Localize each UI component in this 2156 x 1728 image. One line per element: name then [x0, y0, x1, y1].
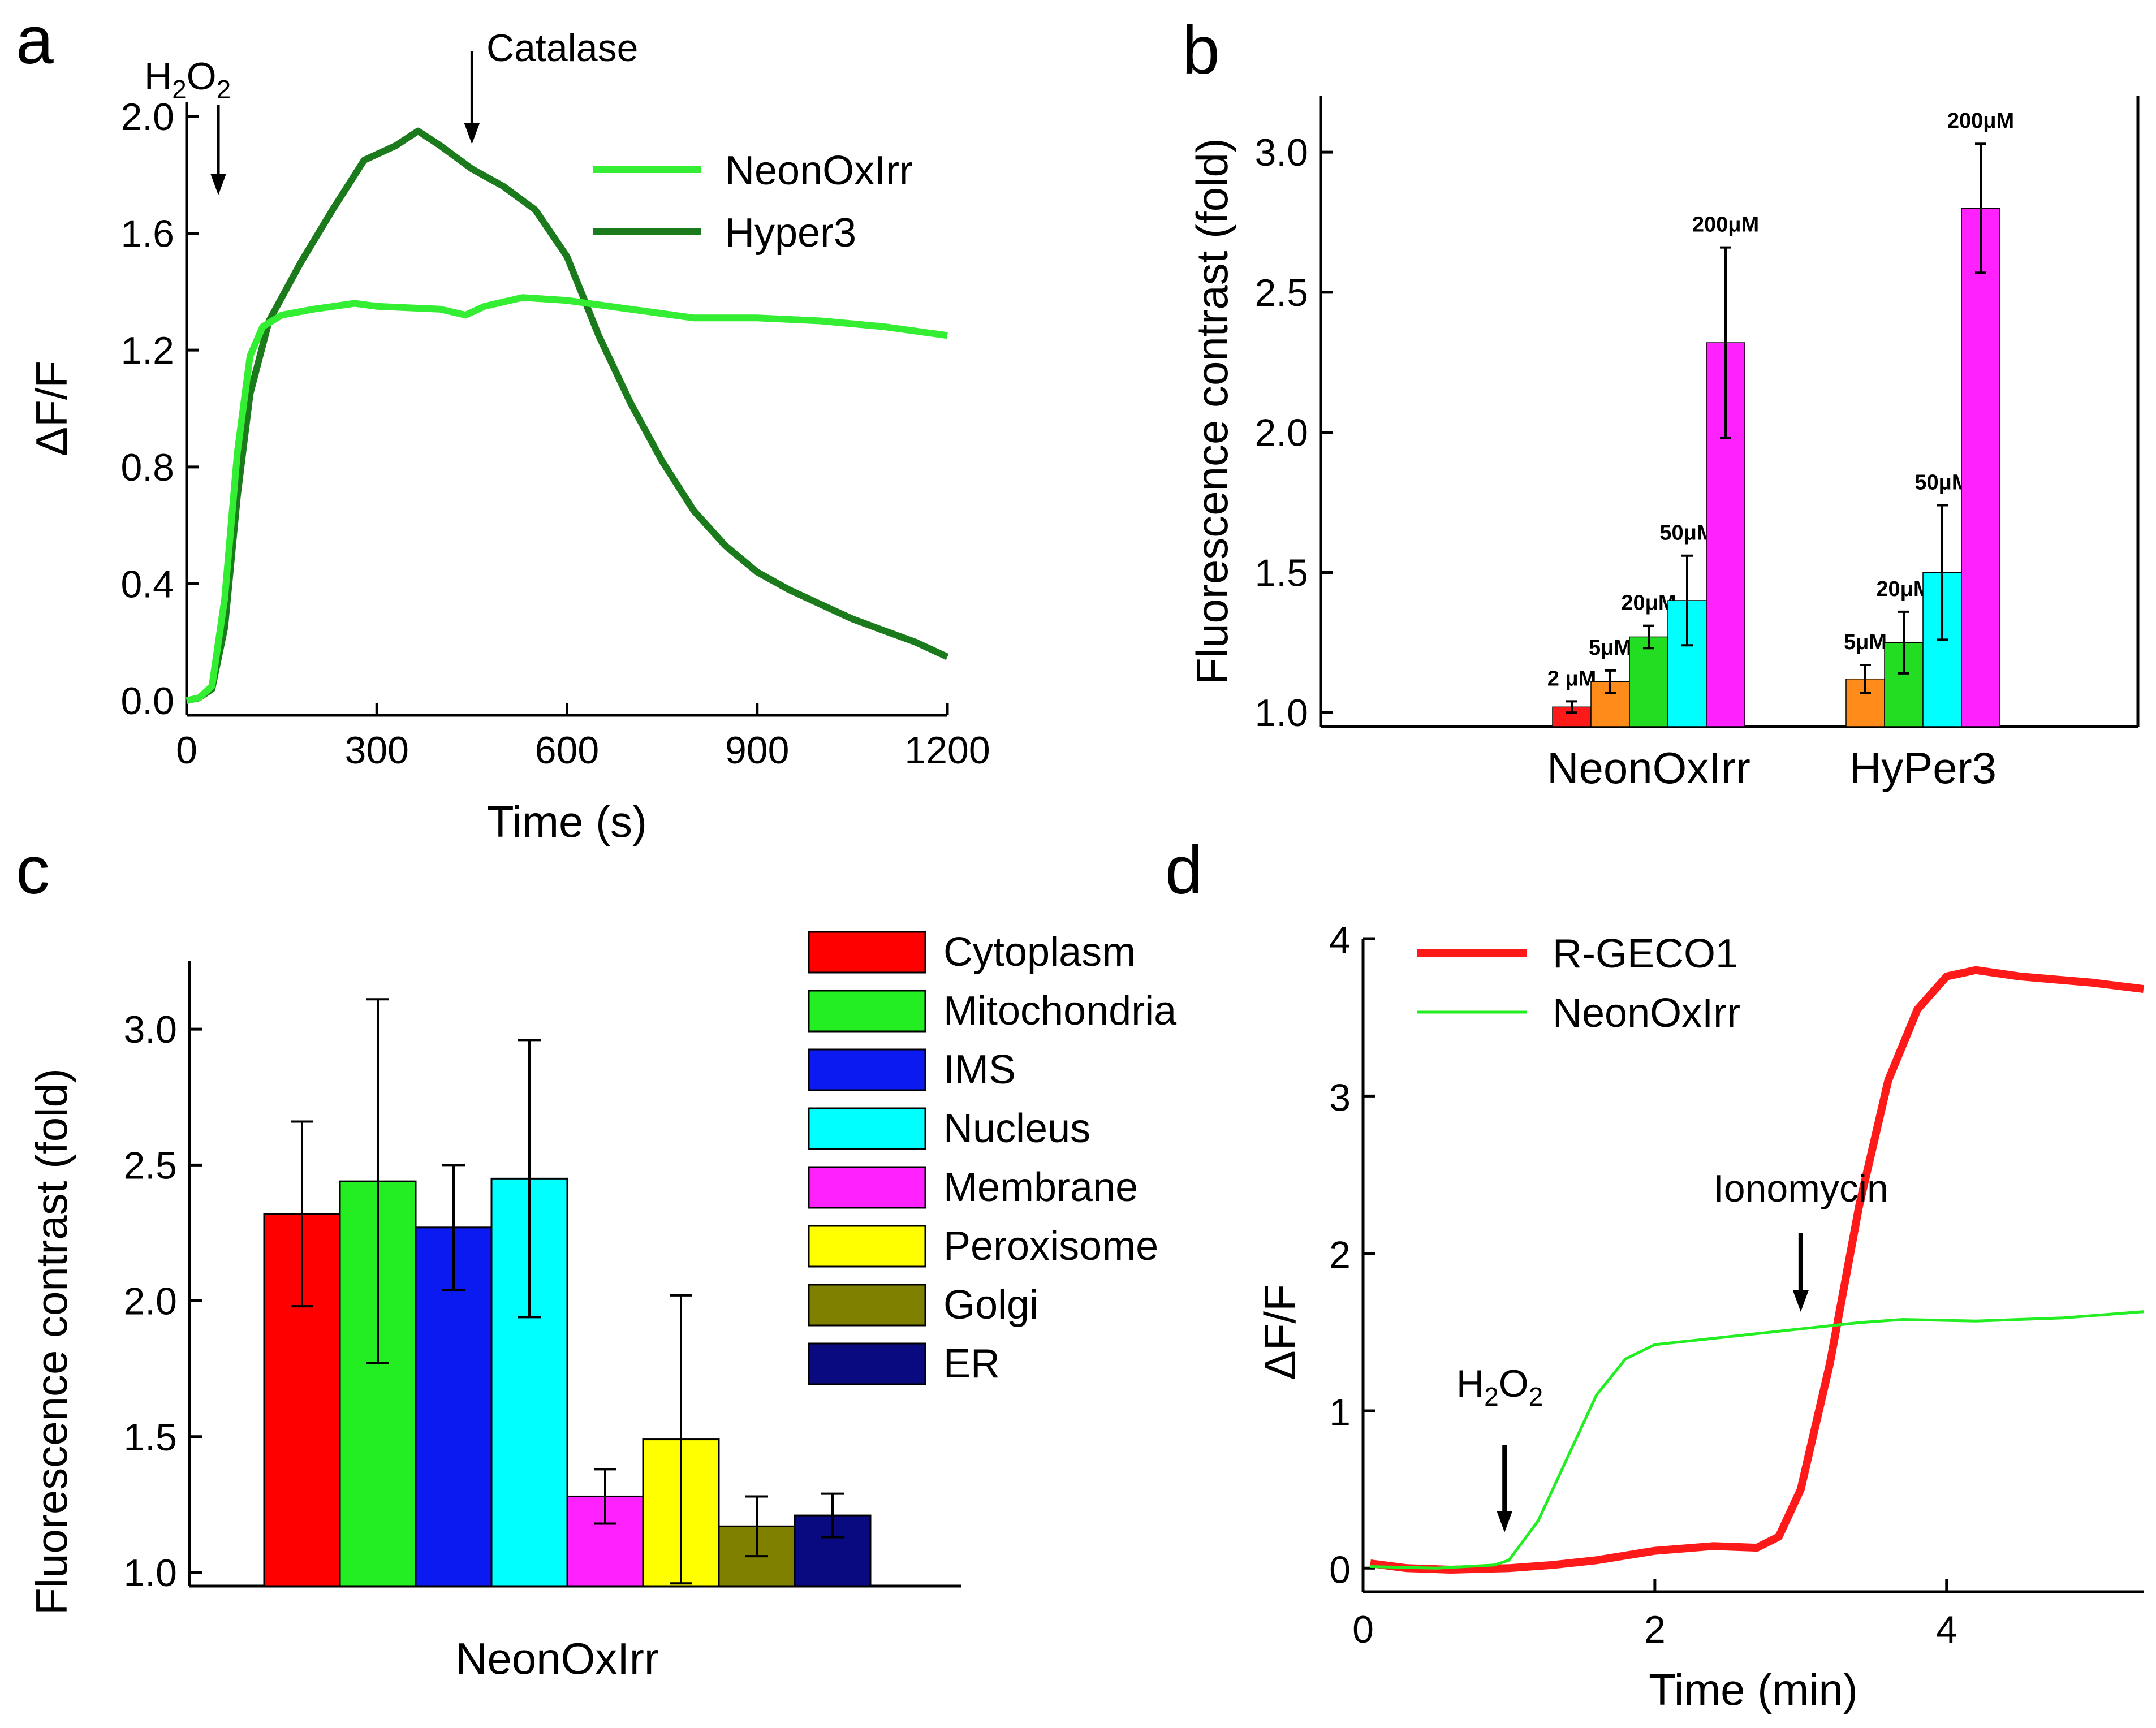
a-y-tick-label: 2.0: [120, 96, 174, 139]
d-ionomycin-arrow-head: [1792, 1290, 1809, 1312]
panel-a-x-axis-label: Time (s): [487, 797, 647, 846]
d-h2o2-label: H2O2: [1456, 1362, 1543, 1411]
d-h2o2-label-part: O: [1499, 1362, 1529, 1405]
d-y-tick-label: 3: [1329, 1076, 1351, 1119]
c-legend-label-0: Cytoplasm: [943, 930, 1136, 975]
a-x-tick-label: 900: [725, 729, 789, 772]
d-h2o2-label-part: H: [1456, 1362, 1484, 1405]
b-y-tick-label: 3.0: [1254, 131, 1308, 174]
b-bar-label-0-3: 50μM: [1659, 521, 1714, 545]
c-legend-swatch-6: [808, 1284, 926, 1327]
d-x-tick-label: 0: [1352, 1608, 1374, 1651]
c-legend-label-5: Peroxisome: [943, 1224, 1158, 1269]
panel-d-line-chart: Time (min) ΔF/F 0 1 2 3 4 0 2 4 R-GECO1 NeonOxIr…: [1255, 919, 2144, 1714]
b-category-label-0: NeonOxIrr: [1547, 743, 1750, 793]
c-legend-label-3: Nucleus: [943, 1106, 1090, 1151]
c-legend-label-6: Golgi: [943, 1282, 1038, 1328]
c-legend-label-4: Membrane: [943, 1165, 1138, 1210]
panel-c-y-axis-label: Fluorescence contrast (fold): [27, 1068, 76, 1615]
c-legend-swatch-2: [808, 1048, 926, 1091]
a-x-tick-label: 600: [535, 729, 599, 772]
c-legend-swatch-5: [808, 1225, 926, 1268]
panel-letter-d: d: [1165, 832, 1203, 908]
d-y-tick-label: 0: [1329, 1548, 1351, 1591]
d-y-tick-label: 1: [1329, 1391, 1351, 1434]
panel-d-y-axis-label: ΔF/F: [1255, 1284, 1305, 1380]
b-bar-label-1-3: 200μM: [1947, 109, 2014, 133]
b-bar-0-2: [1629, 636, 1668, 727]
b-bar-label-0-4: 200μM: [1692, 213, 1759, 237]
panel-letter-c: c: [16, 832, 50, 908]
a-x-tick-label: 1200: [904, 729, 990, 772]
a-y-tick-label: 0.0: [120, 680, 174, 723]
a-y-tick-label: 0.8: [120, 446, 174, 489]
a-x-tick-label: 300: [345, 729, 409, 772]
a-x-tick-label: 0: [176, 729, 197, 772]
b-bar-label-1-0: 5μM: [1844, 630, 1887, 654]
c-y-tick-label: 1.0: [123, 1552, 177, 1595]
a-series-line-0: [186, 294, 948, 705]
d-h2o2-label-part: 2: [1484, 1382, 1499, 1411]
d-y-tick-label: 4: [1329, 919, 1351, 962]
b-bar-label-0-1: 5μM: [1589, 636, 1632, 660]
b-y-tick-label: 1.0: [1254, 692, 1308, 735]
d-x-tick-label: 4: [1936, 1608, 1957, 1651]
b-bar-label-0-2: 20μM: [1621, 591, 1676, 615]
b-bar-label-0-0: 2 μM: [1547, 667, 1597, 690]
c-legend-label-1: Mitochondria: [943, 988, 1177, 1034]
a-series-line-1: [186, 127, 949, 705]
panel-c-bar-chart: Fluorescence contrast (fold) NeonOxIrr 1…: [27, 930, 1177, 1683]
b-y-tick-label: 1.5: [1254, 551, 1308, 594]
c-legend-swatch-3: [808, 1107, 926, 1150]
a-y-tick-label: 0.4: [120, 563, 174, 606]
panel-a-line-chart: Time (s) ΔF/F 0.0 0.4 0.8 1.2 1.6 2.0 0 300 600 9…: [27, 27, 990, 846]
b-bar-label-1-2: 50μM: [1914, 471, 1969, 495]
b-y-tick-label: 2.5: [1254, 271, 1308, 314]
a-catalase-arrow-head: [464, 123, 480, 144]
c-legend-swatch-1: [808, 990, 926, 1033]
a-h2o2-label-part: 2: [217, 75, 231, 104]
panel-letter-b: b: [1182, 12, 1220, 88]
b-category-label-1: HyPer3: [1849, 743, 1997, 793]
a-h2o2-label: H2O2: [144, 55, 231, 104]
c-y-tick-label: 2.5: [123, 1144, 177, 1187]
a-h2o2-label-part: 2: [172, 75, 187, 104]
a-y-tick-label: 1.6: [120, 213, 174, 256]
b-bar-label-1-1: 20μM: [1876, 577, 1931, 601]
a-legend-label-0: NeonOxIrr: [725, 148, 913, 193]
d-ionomycin-label: Ionomycin: [1713, 1167, 1888, 1210]
c-legend-label-2: IMS: [943, 1047, 1016, 1092]
b-bar-1-3: [1961, 208, 2000, 727]
c-y-tick-label: 1.5: [123, 1416, 177, 1459]
a-h2o2-label-part: H: [144, 55, 172, 98]
c-legend-swatch-4: [808, 1166, 926, 1209]
c-y-tick-label: 3.0: [123, 1008, 177, 1051]
panel-a-y-axis-label: ΔF/F: [27, 361, 76, 456]
c-legend-swatch-7: [808, 1342, 926, 1385]
panel-c-x-axis-label: NeonOxIrr: [455, 1634, 659, 1683]
a-legend-label-1: Hyper3: [725, 210, 856, 256]
b-y-tick-label: 2.0: [1254, 412, 1308, 455]
panel-d-x-axis-label: Time (min): [1649, 1665, 1858, 1714]
d-legend-label-1: NeonOxIrr: [1553, 991, 1740, 1036]
a-h2o2-label-part: O: [187, 55, 217, 98]
panel-b-y-axis-label: Fluorescence contrast (fold): [1187, 138, 1237, 685]
d-y-tick-label: 2: [1329, 1234, 1351, 1277]
c-y-tick-label: 2.0: [123, 1280, 177, 1323]
a-h2o2-arrow-head: [210, 174, 227, 195]
d-h2o2-label-part: 2: [1529, 1382, 1543, 1411]
d-x-tick-label: 2: [1644, 1608, 1666, 1651]
c-legend-label-7: ER: [943, 1341, 1000, 1386]
d-legend-label-0: R-GECO1: [1553, 931, 1738, 977]
a-y-tick-label: 1.2: [120, 329, 174, 372]
d-series-line-1: [1370, 1310, 2144, 1570]
a-catalase-label: Catalase: [486, 27, 638, 70]
d-series-line-0: [1369, 966, 2144, 1574]
panel-b-bar-chart: Fluorescence contrast (fold) 1.0 1.5 2.0 2.…: [1187, 96, 2140, 793]
panel-letter-a: a: [16, 2, 54, 78]
c-legend-swatch-0: [808, 931, 926, 974]
d-h2o2-arrow-head: [1497, 1511, 1513, 1532]
